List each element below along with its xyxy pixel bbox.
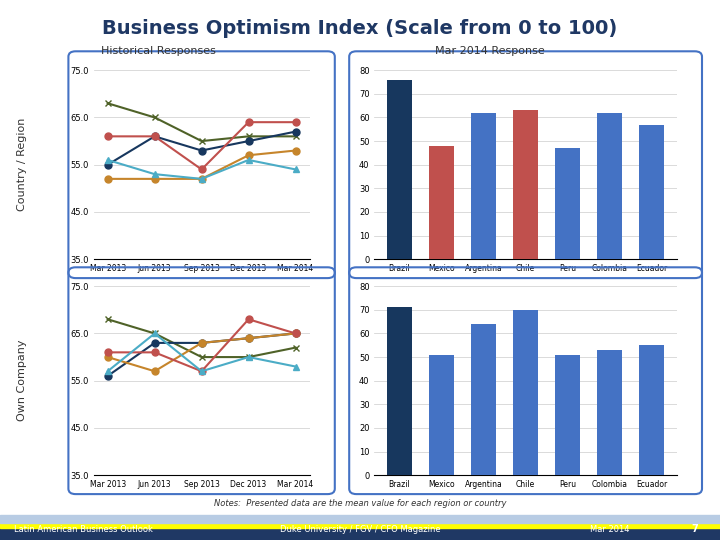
Bar xyxy=(555,148,580,259)
Europe xyxy=(150,368,159,374)
Bar xyxy=(639,345,664,475)
Line: Europe: Europe xyxy=(104,330,299,375)
United States xyxy=(104,161,112,168)
Bar xyxy=(387,307,412,475)
United States xyxy=(244,138,253,144)
Latin America xyxy=(291,345,300,351)
Africa xyxy=(150,171,159,177)
Bar xyxy=(471,324,496,475)
Line: Latin America: Latin America xyxy=(104,100,299,145)
Line: Africa: Africa xyxy=(104,330,299,375)
Asia xyxy=(150,349,159,355)
Africa xyxy=(150,330,159,337)
Asia xyxy=(291,119,300,125)
Line: Latin America: Latin America xyxy=(104,316,299,361)
Text: Duke University / FGV / CFO Magazine: Duke University / FGV / CFO Magazine xyxy=(279,524,441,534)
Asia xyxy=(104,349,112,355)
Legend: Latin America, United States, Europe, Asia, Africa: Latin America, United States, Europe, As… xyxy=(122,339,282,360)
Latin America xyxy=(104,316,112,322)
Europe xyxy=(197,176,206,182)
Bar xyxy=(513,310,539,475)
United States xyxy=(104,373,112,379)
Africa xyxy=(197,368,206,374)
Text: Notes:  Presented data are the mean value for each region or country: Notes: Presented data are the mean value… xyxy=(214,500,506,509)
Asia xyxy=(150,133,159,139)
Latin America xyxy=(244,133,253,139)
Text: Mar 2014 Response: Mar 2014 Response xyxy=(435,46,544,56)
Latin America xyxy=(197,138,206,144)
Bar xyxy=(429,355,454,475)
Bar xyxy=(597,350,622,475)
Asia xyxy=(244,119,253,125)
Line: Asia: Asia xyxy=(104,119,299,173)
Africa xyxy=(197,176,206,182)
Asia xyxy=(104,133,112,139)
Africa xyxy=(291,166,300,173)
Africa xyxy=(104,157,112,163)
Text: Mar 2014: Mar 2014 xyxy=(590,524,630,534)
United States xyxy=(244,335,253,341)
Europe xyxy=(197,340,206,346)
Bar xyxy=(513,110,539,259)
Europe xyxy=(150,176,159,182)
Europe xyxy=(291,330,300,337)
Bar xyxy=(387,79,412,259)
United States xyxy=(291,129,300,135)
Text: Business Optimism Index (Scale from 0 to 100): Business Optimism Index (Scale from 0 to… xyxy=(102,19,618,38)
Latin America xyxy=(197,354,206,360)
Bar xyxy=(555,355,580,475)
Africa xyxy=(291,363,300,370)
Line: Europe: Europe xyxy=(104,147,299,183)
Text: Latin American Business Outlook: Latin American Business Outlook xyxy=(14,524,153,534)
Line: Asia: Asia xyxy=(104,316,299,375)
Latin America xyxy=(244,354,253,360)
Europe xyxy=(104,176,112,182)
Latin America xyxy=(150,330,159,337)
United States xyxy=(197,147,206,154)
United States xyxy=(150,340,159,346)
United States xyxy=(291,330,300,337)
Africa xyxy=(104,368,112,374)
Europe xyxy=(104,354,112,360)
Latin America xyxy=(150,114,159,120)
Text: Country / Region: Country / Region xyxy=(17,118,27,211)
Text: Historical Responses: Historical Responses xyxy=(101,46,216,56)
Bar xyxy=(471,113,496,259)
Line: Africa: Africa xyxy=(104,157,299,183)
Line: United States: United States xyxy=(104,330,299,380)
Asia xyxy=(244,316,253,322)
Text: Own Company: Own Company xyxy=(17,340,27,421)
Latin America xyxy=(291,133,300,139)
Asia xyxy=(291,330,300,337)
Latin America xyxy=(104,100,112,106)
Asia xyxy=(197,368,206,374)
United States xyxy=(197,340,206,346)
Bar xyxy=(429,146,454,259)
Bar xyxy=(639,125,664,259)
Africa xyxy=(244,354,253,360)
Asia xyxy=(197,166,206,173)
Africa xyxy=(244,157,253,163)
United States xyxy=(150,133,159,139)
Europe xyxy=(244,152,253,158)
Europe xyxy=(244,335,253,341)
Text: 7: 7 xyxy=(692,523,698,534)
Europe xyxy=(291,147,300,154)
Bar xyxy=(597,113,622,259)
Line: United States: United States xyxy=(104,128,299,168)
